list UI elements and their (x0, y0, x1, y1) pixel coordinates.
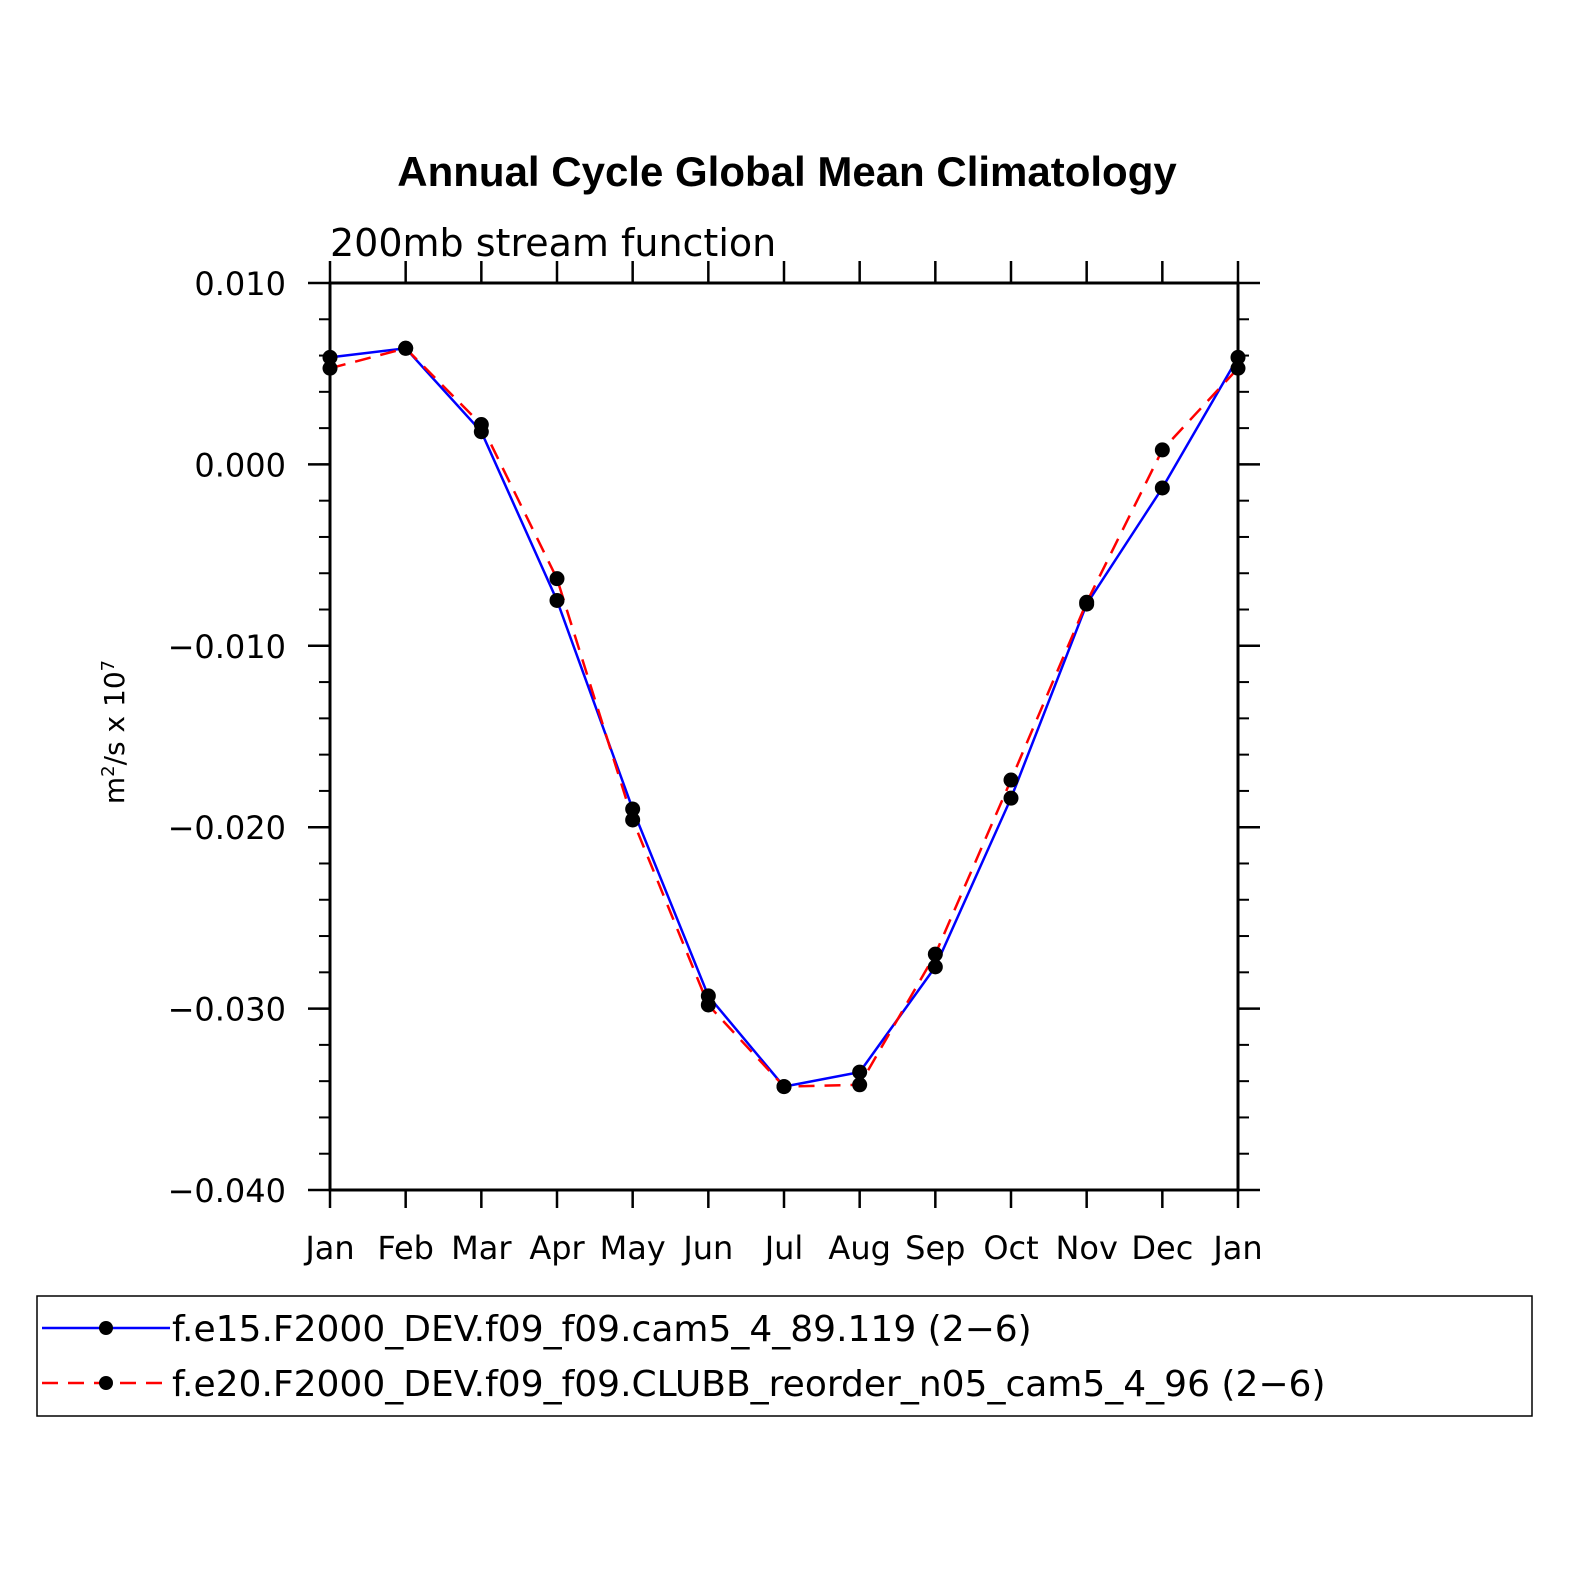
series-2-point (776, 1079, 792, 1095)
y-tick-label: 0.000 (194, 446, 286, 484)
legend-marker-1 (99, 1321, 113, 1335)
legend-box (36, 1295, 1533, 1417)
series-line-2 (329, 346, 1239, 1088)
y-axis-label: m2/s x 107 (98, 660, 132, 804)
y-tick-label: −0.040 (168, 1172, 286, 1210)
chart-subtitle: 200mb stream function (330, 221, 776, 265)
y-tick-label: −0.010 (168, 628, 286, 666)
x-tick-label: Nov (1055, 1229, 1117, 1267)
series-2-point (852, 1077, 868, 1093)
series-2-point (473, 416, 489, 432)
x-tick-label: Mar (451, 1229, 512, 1267)
x-tick-label: Aug (828, 1229, 890, 1267)
series-2-point (1154, 442, 1170, 458)
y-axis-label-base: m (98, 777, 131, 804)
tick-labels: Jan Feb Mar Apr May Jun Jul Aug Sep Oct Nov Dec Jan 0… (168, 265, 1263, 1267)
series-1-point (927, 959, 943, 975)
series-1-point (625, 801, 641, 817)
series-1-point (1003, 790, 1019, 806)
y-axis-label-middle: /s x 10 (98, 671, 131, 765)
series-line-1 (329, 346, 1240, 1088)
legend-label-2: f.e20.F2000_DEV.f09_f09.CLUBB_reorder_n0… (172, 1364, 1326, 1405)
series-1-point (852, 1064, 868, 1080)
series-2-point (700, 997, 716, 1013)
legend-marker-2 (99, 1376, 113, 1390)
x-tick-label: Dec (1131, 1229, 1193, 1267)
chart-title: Annual Cycle Global Mean Climatology (397, 148, 1177, 195)
plot-frame (328, 281, 1240, 1192)
series-2-point (1003, 772, 1019, 788)
series-1-point (549, 592, 565, 608)
x-tick-label: Jan (303, 1229, 354, 1267)
series-2-point (549, 571, 565, 587)
x-tick-label: Oct (983, 1229, 1038, 1267)
legend-label-1: f.e15.F2000_DEV.f09_f09.cam5_4_89.119 (2… (172, 1309, 1032, 1350)
y-tick-label: −0.030 (168, 991, 286, 1029)
series-2-point (398, 340, 414, 356)
series-1-point (1154, 480, 1170, 496)
y-axis-label-exp-sup: 7 (98, 660, 119, 671)
x-tick-label: May (600, 1229, 666, 1267)
svg-text:m2/s x 107: m2/s x 107 (98, 660, 132, 804)
series-2-point (625, 812, 641, 828)
y-tick-label: 0.010 (194, 265, 286, 303)
axis-ticks (308, 261, 1260, 1208)
x-tick-label: Feb (377, 1229, 434, 1267)
y-tick-label: −0.020 (168, 809, 286, 847)
x-tick-label: Sep (905, 1229, 965, 1267)
x-tick-label: Jun (681, 1229, 733, 1267)
x-tick-label: Jan (1211, 1229, 1262, 1267)
y-axis-label-base-sup: 2 (98, 765, 119, 776)
series-2-point (1079, 594, 1095, 610)
legend: f.e15.F2000_DEV.f09_f09.cam5_4_89.119 (2… (36, 1295, 1533, 1417)
x-tick-label: Jul (763, 1229, 804, 1267)
series-2-point (927, 946, 943, 962)
series-layer (322, 340, 1246, 1095)
x-tick-label: Apr (529, 1229, 585, 1267)
